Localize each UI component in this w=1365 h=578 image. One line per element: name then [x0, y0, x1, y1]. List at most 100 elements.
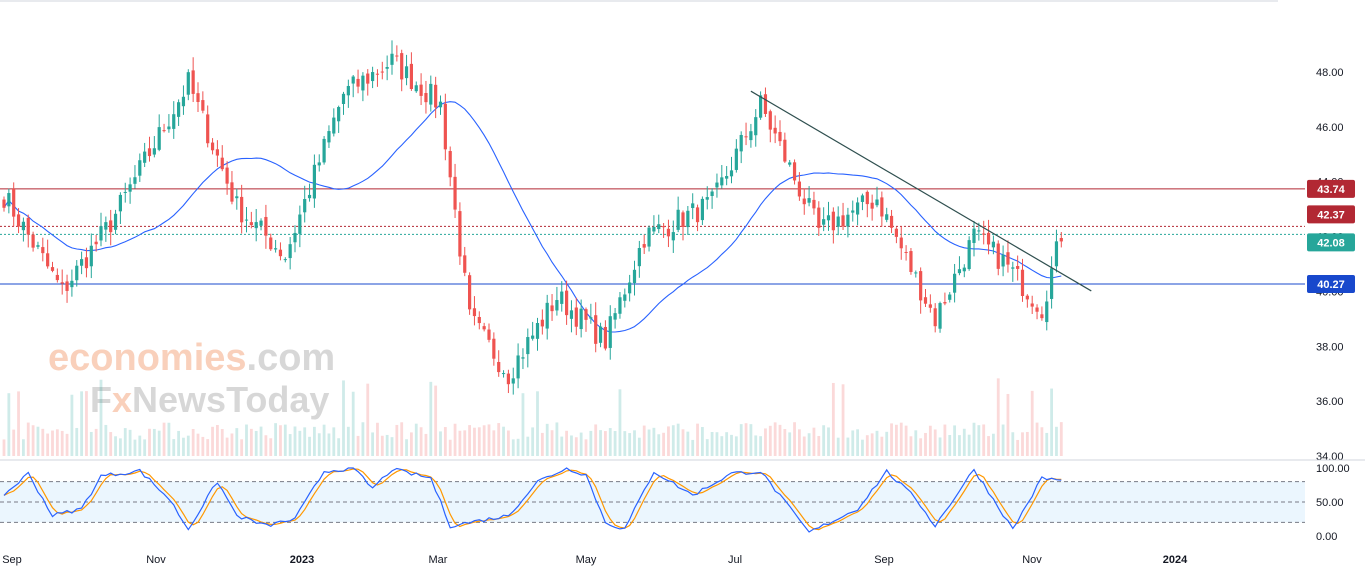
- candle[interactable]: [531, 321, 535, 341]
- candle[interactable]: [215, 140, 219, 167]
- candle[interactable]: [928, 294, 932, 313]
- candle[interactable]: [1035, 304, 1039, 320]
- candle[interactable]: [133, 165, 137, 189]
- candle[interactable]: [1059, 232, 1063, 248]
- candle[interactable]: [846, 207, 850, 238]
- candle[interactable]: [414, 81, 418, 93]
- candle[interactable]: [996, 240, 1000, 276]
- candle[interactable]: [50, 261, 55, 273]
- candle[interactable]: [637, 240, 641, 278]
- candle[interactable]: [856, 197, 860, 226]
- candle[interactable]: [395, 45, 399, 62]
- candle[interactable]: [1045, 290, 1049, 331]
- candle[interactable]: [734, 139, 738, 173]
- candle[interactable]: [400, 49, 404, 92]
- candle[interactable]: [404, 54, 409, 86]
- candle[interactable]: [535, 317, 540, 351]
- candle[interactable]: [889, 209, 894, 234]
- candle[interactable]: [278, 242, 283, 261]
- candle[interactable]: [220, 145, 224, 172]
- candle[interactable]: [109, 209, 113, 246]
- candle[interactable]: [739, 131, 743, 164]
- candle[interactable]: [778, 120, 782, 146]
- candle[interactable]: [191, 57, 195, 103]
- candle[interactable]: [288, 237, 292, 270]
- candle[interactable]: [390, 40, 394, 75]
- candle[interactable]: [356, 69, 360, 94]
- candle[interactable]: [7, 188, 11, 214]
- candle[interactable]: [894, 227, 898, 244]
- candle[interactable]: [875, 186, 879, 208]
- candle[interactable]: [341, 91, 346, 115]
- candle[interactable]: [113, 209, 118, 235]
- candle[interactable]: [909, 248, 913, 275]
- candle[interactable]: [21, 217, 25, 242]
- candle[interactable]: [210, 138, 215, 155]
- candle[interactable]: [36, 241, 40, 250]
- candle[interactable]: [953, 263, 957, 303]
- candle[interactable]: [487, 323, 491, 343]
- candle[interactable]: [463, 246, 467, 277]
- candle[interactable]: [332, 108, 336, 137]
- candle[interactable]: [172, 101, 176, 139]
- candle[interactable]: [307, 183, 312, 202]
- candle[interactable]: [594, 302, 598, 353]
- candle[interactable]: [671, 220, 675, 253]
- candle[interactable]: [545, 294, 549, 340]
- candle[interactable]: [429, 75, 433, 112]
- candle[interactable]: [865, 190, 869, 218]
- candle[interactable]: [230, 171, 234, 205]
- candle[interactable]: [715, 173, 719, 198]
- candle[interactable]: [521, 348, 525, 370]
- candle[interactable]: [235, 188, 239, 210]
- candle[interactable]: [1025, 294, 1029, 308]
- candle[interactable]: [351, 74, 355, 98]
- candle[interactable]: [240, 184, 244, 234]
- candle[interactable]: [831, 207, 835, 244]
- candle[interactable]: [1016, 255, 1020, 281]
- candle[interactable]: [1030, 295, 1034, 315]
- candle[interactable]: [540, 309, 544, 335]
- candle[interactable]: [147, 136, 152, 162]
- candle[interactable]: [666, 219, 671, 248]
- candle[interactable]: [46, 239, 50, 269]
- candle[interactable]: [1054, 229, 1059, 273]
- candle[interactable]: [788, 159, 792, 167]
- candlesticks[interactable]: [2, 40, 1063, 395]
- candle[interactable]: [424, 80, 428, 114]
- candle[interactable]: [1011, 261, 1015, 282]
- candle[interactable]: [60, 269, 64, 295]
- candle[interactable]: [283, 257, 287, 263]
- candle[interactable]: [1050, 256, 1054, 309]
- candle[interactable]: [691, 193, 695, 220]
- candle[interactable]: [662, 222, 666, 238]
- candle[interactable]: [419, 73, 423, 106]
- candle[interactable]: [206, 105, 210, 148]
- candle[interactable]: [759, 91, 763, 120]
- candle[interactable]: [482, 322, 486, 332]
- candle[interactable]: [948, 292, 952, 303]
- candle[interactable]: [201, 91, 205, 114]
- candle[interactable]: [797, 172, 801, 201]
- candle[interactable]: [885, 207, 889, 223]
- candle[interactable]: [870, 194, 874, 221]
- candle[interactable]: [919, 267, 923, 314]
- candle[interactable]: [2, 196, 6, 212]
- candle[interactable]: [565, 280, 569, 325]
- candle[interactable]: [167, 114, 171, 133]
- candle[interactable]: [312, 154, 316, 208]
- candle[interactable]: [977, 222, 981, 241]
- candle[interactable]: [99, 212, 103, 247]
- candle[interactable]: [943, 292, 947, 306]
- candle[interactable]: [681, 210, 685, 241]
- candle[interactable]: [725, 166, 729, 186]
- candle[interactable]: [181, 85, 186, 115]
- candle[interactable]: [657, 214, 661, 234]
- candle[interactable]: [375, 69, 380, 87]
- candle[interactable]: [792, 159, 797, 185]
- candle[interactable]: [841, 202, 845, 230]
- candle[interactable]: [511, 367, 515, 395]
- candle[interactable]: [501, 370, 506, 378]
